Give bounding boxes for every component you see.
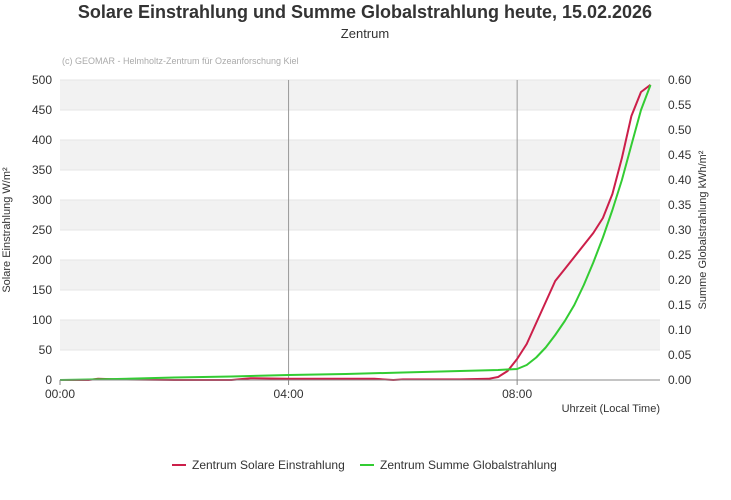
y-tick-label: 0 — [45, 373, 52, 387]
y2-tick-label: 0.15 — [668, 298, 692, 312]
y-tick-label: 400 — [32, 133, 52, 147]
x-tick-label: 04:00 — [274, 387, 304, 401]
y-axis-label: Solare Einstrahlung W/m² — [1, 167, 13, 293]
y2-tick-label: 0.20 — [668, 273, 692, 287]
y2-axis-label: Summe Globalstrahlung kWh/m² — [697, 150, 709, 309]
grid-band — [60, 80, 660, 110]
series-line-sum[interactable] — [59, 84, 652, 381]
vertical-marker-lines — [288, 80, 518, 380]
y2-tick-label: 0.10 — [668, 323, 692, 337]
grid-band — [60, 170, 660, 200]
y2-tick-label: 0.35 — [668, 198, 692, 212]
y2-tick-label: 0.55 — [668, 98, 692, 112]
chart-credit: (c) GEOMAR - Helmholtz-Zentrum für Ozean… — [62, 56, 299, 66]
grid-band — [60, 290, 660, 320]
legend: Zentrum Solare Einstrahlung Zentrum Summ… — [172, 458, 557, 472]
legend-label-sum[interactable]: Zentrum Summe Globalstrahlung — [380, 458, 557, 472]
grid-band — [60, 110, 660, 140]
y-tick-label: 50 — [39, 343, 53, 357]
grid-bands — [60, 79, 660, 381]
y2-tick-label: 0.60 — [668, 73, 692, 87]
legend-label-solar[interactable]: Zentrum Solare Einstrahlung — [192, 458, 345, 472]
y2-tick-label: 0.50 — [668, 123, 692, 137]
grid-band — [60, 200, 660, 230]
grid-band — [60, 230, 660, 260]
grid-band — [60, 260, 660, 290]
x-axis-label: Uhrzeit (Local Time) — [562, 403, 660, 415]
x-tick-label: 00:00 — [45, 387, 75, 401]
y-tick-label: 350 — [32, 163, 52, 177]
chart-subtitle: Zentrum — [341, 26, 389, 41]
y-tick-label: 500 — [32, 73, 52, 87]
chart-title: Solare Einstrahlung und Summe Globalstra… — [78, 2, 652, 22]
grid-band — [60, 320, 660, 350]
grid-band — [60, 350, 660, 380]
y2-tick-label: 0.30 — [668, 223, 692, 237]
y2-tick-label: 0.00 — [668, 373, 692, 387]
y-tick-label: 300 — [32, 193, 52, 207]
y2-tick-label: 0.05 — [668, 348, 692, 362]
y2-tick-label: 0.45 — [668, 148, 692, 162]
y2-tick-label: 0.25 — [668, 248, 692, 262]
x-tick-label: 08:00 — [502, 387, 532, 401]
y-tick-label: 250 — [32, 223, 52, 237]
y-tick-label: 450 — [32, 103, 52, 117]
axes: 0 50 100 150 200 250 300 350 400 450 500 0.00 0.05 0.… — [32, 73, 692, 401]
y-tick-label: 100 — [32, 313, 52, 327]
y-tick-label: 150 — [32, 283, 52, 297]
y2-tick-label: 0.40 — [668, 173, 692, 187]
grid-band — [60, 140, 660, 170]
y-tick-label: 200 — [32, 253, 52, 267]
